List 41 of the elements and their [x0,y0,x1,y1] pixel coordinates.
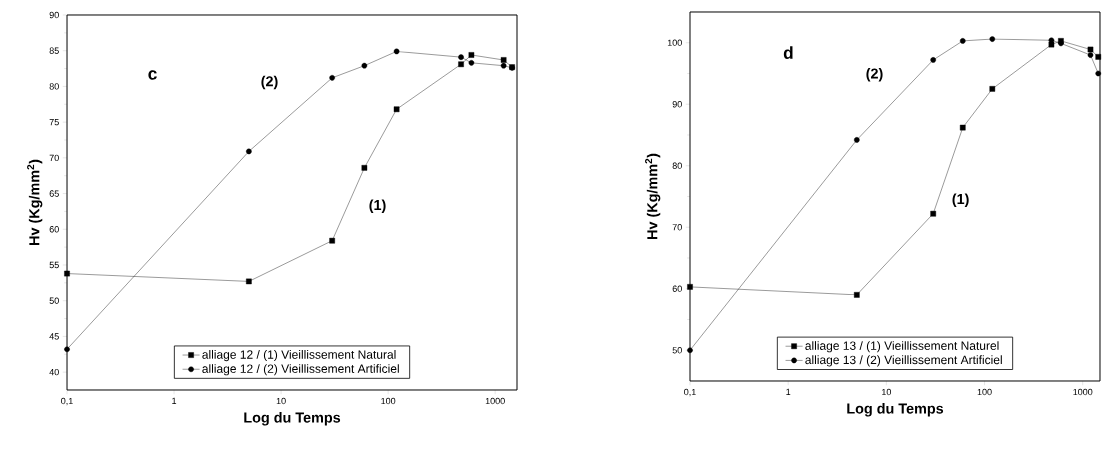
annotation: (1) [369,199,386,213]
y-tick-label: 90 [672,101,682,108]
x-tick-label: 1 [172,397,177,404]
y-tick-label: 50 [672,347,682,354]
legend-label: alliage 12 / (1) Vieillissement Natural [202,349,396,362]
y-tick-label: 100 [667,39,682,46]
y-tick-label: 70 [672,224,682,231]
y-tick-label: 80 [672,162,682,169]
y-tick-label: 45 [49,333,59,340]
legend-label: alliage 12 / (2) Vieillissement Artificiel [202,364,399,376]
y-tick-label: 60 [49,226,59,233]
x-tick-label: 100 [381,397,396,405]
y-tick-label: 80 [49,83,59,90]
x-tick-label: 0,1 [61,397,73,406]
y-tick-label: 55 [49,261,59,269]
legend-label: alliage 13 / (1) Vieillissement Naturel [805,341,999,353]
y-tick-label: 65 [49,190,59,197]
x-tick-label: 100 [977,388,992,396]
x-tick-label: 10 [276,397,286,405]
annotation: (2) [261,75,278,90]
y-tick-label: 90 [49,11,59,19]
annotation: (1) [952,193,969,207]
annotation: d [783,46,793,59]
y-axis-title: Hv (Kg/mm$^{2}$) [645,153,661,239]
y-tick-label: 50 [49,297,59,304]
annotation: c [148,70,157,80]
x-tick-label: 0,1 [684,388,696,397]
x-tick-label: 1 [786,388,791,395]
y-tick-label: 40 [49,368,59,376]
y-tick-label: 60 [672,285,682,292]
y-tick-label: 75 [49,118,59,126]
annotation: (2) [866,68,883,82]
y-axis-title: Hv (Kg/mm$^{2}$) [27,159,43,245]
x-axis-title: Log du Temps [244,412,341,426]
x-tick-label: 10 [882,388,892,396]
x-tick-label: 1000 [1073,388,1093,396]
y-tick-label: 70 [49,154,59,162]
x-axis-title: Log du Temps [847,403,944,417]
legend-label: alliage 13 / (2) Vieillissement Artificiel [805,355,1002,367]
x-tick-label: 1000 [485,397,505,405]
y-tick-label: 85 [49,47,59,54]
